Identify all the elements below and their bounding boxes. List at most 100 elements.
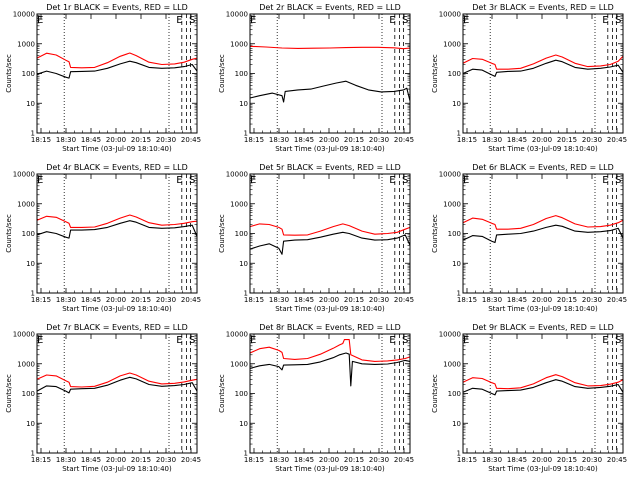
x-tick-label: 18:30 [482,136,502,144]
x-tick-label: 18:30 [56,456,76,464]
y-tick-label: 100 [22,70,35,78]
panel-title: Det 2r BLACK = Events, RED = LLD [259,3,401,12]
annotation-label: S [402,335,408,346]
y-tick-label: 100 [235,390,248,398]
annotation-label: E [389,175,395,186]
plot-frame [249,173,411,294]
x-tick-label: 20:15 [557,296,577,304]
y-axis-label: Counts/sec [5,374,13,413]
y-tick-label: 1000 [443,40,461,48]
y-axis-label: Counts/sec [218,54,226,93]
annotation-label: S [402,175,408,186]
panel-title: Det 1r BLACK = Events, RED = LLD [46,3,188,12]
annotation-label: S [189,175,195,186]
x-tick-label: 18:30 [269,456,289,464]
x-tick-label: 20:15 [344,136,364,144]
panel-title: Det 3r BLACK = Events, RED = LLD [472,3,614,12]
annotation-label: E [250,15,256,26]
lld-series-line [462,54,624,70]
x-tick-label: 20:30 [156,136,176,144]
x-axis-label: Start Time (03-Jul-09 18:10:40) [488,145,598,153]
panel-title: Det 4r BLACK = Events, RED = LLD [46,163,188,172]
annotation-label: S [402,15,408,26]
x-tick-label: 20:00 [319,456,339,464]
y-axis-label: Counts/sec [431,214,439,253]
y-tick-label: 10 [239,260,248,268]
y-tick-label: 1000 [17,200,35,208]
lld-series-line [36,214,198,228]
annotation-label: E [602,15,608,26]
lld-series-line [462,215,624,230]
x-tick-label: 20:15 [131,296,151,304]
annotation-label: E [37,15,43,26]
y-tick-label: 1000 [443,200,461,208]
y-tick-label: 1 [457,450,461,458]
x-tick-label: 20:15 [557,136,577,144]
x-tick-label: 20:45 [394,136,414,144]
x-tick-label: 20:15 [344,296,364,304]
panel-title: Det 5r BLACK = Events, RED = LLD [259,163,401,172]
events-series-line [249,231,411,255]
y-tick-label: 10000 [226,11,248,19]
events-series-line [462,224,624,244]
y-tick-label: 10 [452,100,461,108]
x-tick-label: 20:30 [369,456,389,464]
x-tick-label: 18:15 [31,456,51,464]
annotation-label: S [615,335,621,346]
y-tick-label: 10000 [13,171,35,179]
y-tick-label: 10000 [439,11,461,19]
y-tick-label: 100 [22,230,35,238]
x-tick-label: 20:30 [582,296,602,304]
x-tick-label: 18:15 [457,136,477,144]
x-axis-label: Start Time (03-Jul-09 18:10:40) [488,465,598,473]
x-tick-label: 20:15 [557,456,577,464]
x-tick-label: 20:15 [344,456,364,464]
y-tick-label: 100 [235,230,248,238]
y-tick-label: 10 [26,100,35,108]
annotation-label: E [250,175,256,186]
annotation-label: S [615,175,621,186]
y-tick-label: 1000 [230,40,248,48]
x-axis-label: Start Time (03-Jul-09 18:10:40) [488,305,598,313]
y-tick-label: 1 [244,450,248,458]
x-tick-label: 18:30 [269,136,289,144]
x-tick-label: 20:45 [181,136,201,144]
x-tick-label: 20:00 [532,456,552,464]
y-tick-label: 10 [452,260,461,268]
x-tick-label: 20:00 [532,296,552,304]
x-tick-label: 20:00 [319,136,339,144]
x-tick-label: 18:15 [31,296,51,304]
x-tick-label: 18:30 [269,296,289,304]
annotation-label: S [615,15,621,26]
y-tick-label: 10 [239,100,248,108]
x-axis-label: Start Time (03-Jul-09 18:10:40) [62,305,172,313]
x-tick-label: 20:00 [532,136,552,144]
y-tick-label: 10000 [13,331,35,339]
x-tick-label: 18:45 [81,136,101,144]
x-tick-label: 20:15 [131,456,151,464]
y-tick-label: 1000 [230,360,248,368]
x-axis-label: Start Time (03-Jul-09 18:10:40) [62,465,172,473]
x-tick-label: 20:45 [607,136,627,144]
x-axis-label: Start Time (03-Jul-09 18:10:40) [275,145,385,153]
x-tick-label: 20:00 [106,456,126,464]
x-tick-label: 18:30 [56,296,76,304]
y-tick-label: 10000 [226,331,248,339]
y-tick-label: 100 [448,70,461,78]
y-axis-label: Counts/sec [431,54,439,93]
x-tick-label: 20:30 [369,136,389,144]
annotation-label: E [463,335,469,346]
y-tick-label: 1 [31,290,35,298]
plot-frame [36,173,198,294]
x-tick-label: 18:15 [457,296,477,304]
x-tick-label: 18:45 [507,296,527,304]
plot-frame [36,333,198,454]
panel-title: Det 9r BLACK = Events, RED = LLD [472,323,614,332]
y-tick-label: 10000 [13,11,35,19]
